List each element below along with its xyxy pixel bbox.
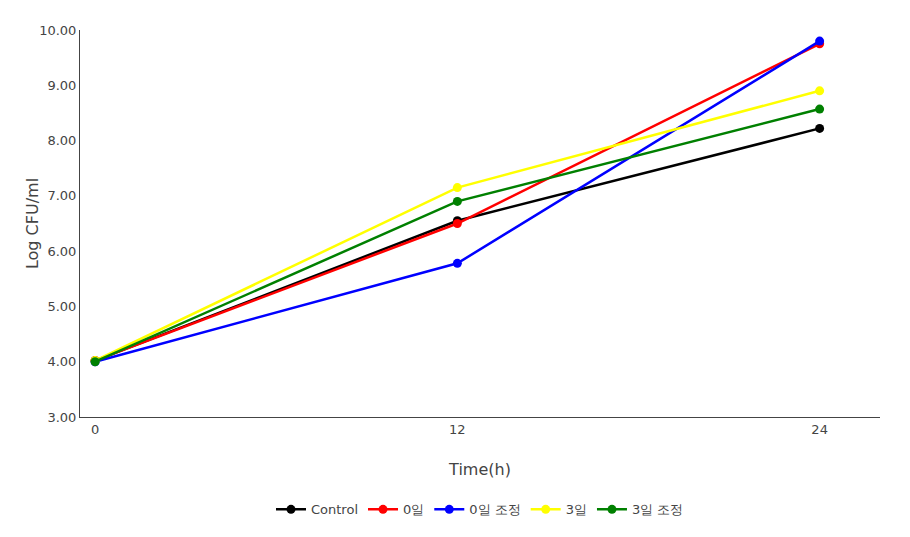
svg-text:0일: 0일 xyxy=(403,502,424,517)
svg-text:3일: 3일 xyxy=(566,502,587,517)
svg-text:7.00: 7.00 xyxy=(47,188,76,203)
svg-text:4.00: 4.00 xyxy=(47,354,76,369)
svg-text:3.00: 3.00 xyxy=(47,410,76,425)
svg-text:Time(h): Time(h) xyxy=(448,460,511,479)
svg-text:0일 조정: 0일 조정 xyxy=(469,502,520,517)
svg-text:3일 조정: 3일 조정 xyxy=(632,502,683,517)
svg-text:9.00: 9.00 xyxy=(47,78,76,93)
svg-text:0: 0 xyxy=(91,422,99,437)
svg-text:8.00: 8.00 xyxy=(47,133,76,148)
svg-text:5.00: 5.00 xyxy=(47,299,76,314)
svg-text:6.00: 6.00 xyxy=(47,244,76,259)
svg-text:Control: Control xyxy=(311,502,358,517)
svg-text:10.00: 10.00 xyxy=(39,23,76,38)
svg-text:24: 24 xyxy=(811,422,828,437)
svg-text:12: 12 xyxy=(449,422,466,437)
svg-text:Log CFU/ml: Log CFU/ml xyxy=(23,178,42,269)
